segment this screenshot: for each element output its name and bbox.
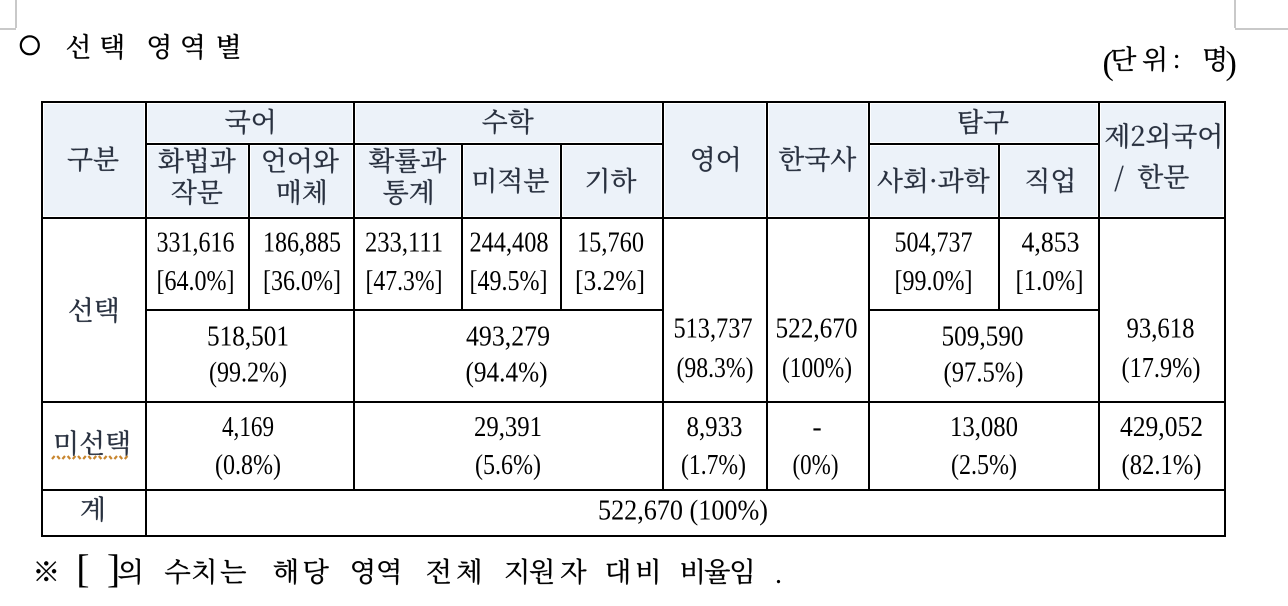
svg-text:(98.3%): (98.3%) — [677, 353, 754, 384]
svg-text:4,169: 4,169 — [222, 412, 274, 443]
svg-text::: : — [1173, 44, 1181, 75]
svg-text:233,111: 233,111 — [365, 228, 443, 259]
svg-text:(0%): (0%) — [793, 450, 839, 481]
svg-text:429,052: 429,052 — [1120, 412, 1203, 443]
svg-text:(82.1%): (82.1%) — [1122, 450, 1202, 481]
svg-text:93,618: 93,618 — [1127, 314, 1195, 345]
svg-text:[64.0%]: [64.0%] — [157, 266, 235, 297]
svg-text:244,408: 244,408 — [470, 228, 549, 259]
svg-text:522,670: 522,670 — [776, 314, 858, 345]
svg-text:(0.8%): (0.8%) — [215, 450, 281, 481]
svg-text:15,760: 15,760 — [577, 228, 644, 259]
svg-text:4,853: 4,853 — [1022, 228, 1080, 259]
svg-text:-: - — [812, 412, 821, 443]
svg-text:[3.2%]: [3.2%] — [575, 266, 645, 297]
svg-text:493,279: 493,279 — [466, 322, 550, 353]
svg-text:513,737: 513,737 — [674, 314, 753, 345]
svg-text:): ) — [1226, 45, 1237, 82]
svg-text:[49.5%]: [49.5%] — [470, 266, 548, 297]
svg-text:(97.5%): (97.5%) — [944, 358, 1024, 389]
svg-text:522,670 (100%): 522,670 (100%) — [598, 496, 768, 527]
svg-text:13,080: 13,080 — [950, 412, 1018, 443]
svg-text:(2.5%): (2.5%) — [951, 450, 1017, 481]
svg-text:(: ( — [1103, 45, 1114, 82]
svg-text:518,501: 518,501 — [207, 322, 289, 353]
svg-text:(17.9%): (17.9%) — [1122, 353, 1201, 384]
svg-text:331,616: 331,616 — [157, 228, 235, 259]
svg-text:509,590: 509,590 — [942, 322, 1024, 353]
svg-text:(1.7%): (1.7%) — [681, 450, 746, 481]
svg-text:8,933: 8,933 — [687, 412, 743, 443]
svg-text:(5.6%): (5.6%) — [475, 450, 541, 481]
svg-text:186,885: 186,885 — [263, 228, 341, 259]
svg-text:(100%): (100%) — [782, 353, 852, 384]
svg-text:[47.3%]: [47.3%] — [366, 266, 443, 297]
svg-text:504,737: 504,737 — [895, 228, 973, 259]
svg-text:]: ] — [107, 546, 120, 591]
svg-text:[1.0%]: [1.0%] — [1016, 266, 1084, 297]
svg-text:29,391: 29,391 — [474, 412, 542, 443]
svg-text:[: [ — [76, 546, 89, 591]
svg-text:(94.4%): (94.4%) — [466, 358, 548, 389]
svg-text:.: . — [775, 559, 782, 590]
svg-text:(99.2%): (99.2%) — [209, 358, 287, 389]
svg-text:[36.0%]: [36.0%] — [263, 266, 341, 297]
svg-text:[99.0%]: [99.0%] — [895, 266, 973, 297]
